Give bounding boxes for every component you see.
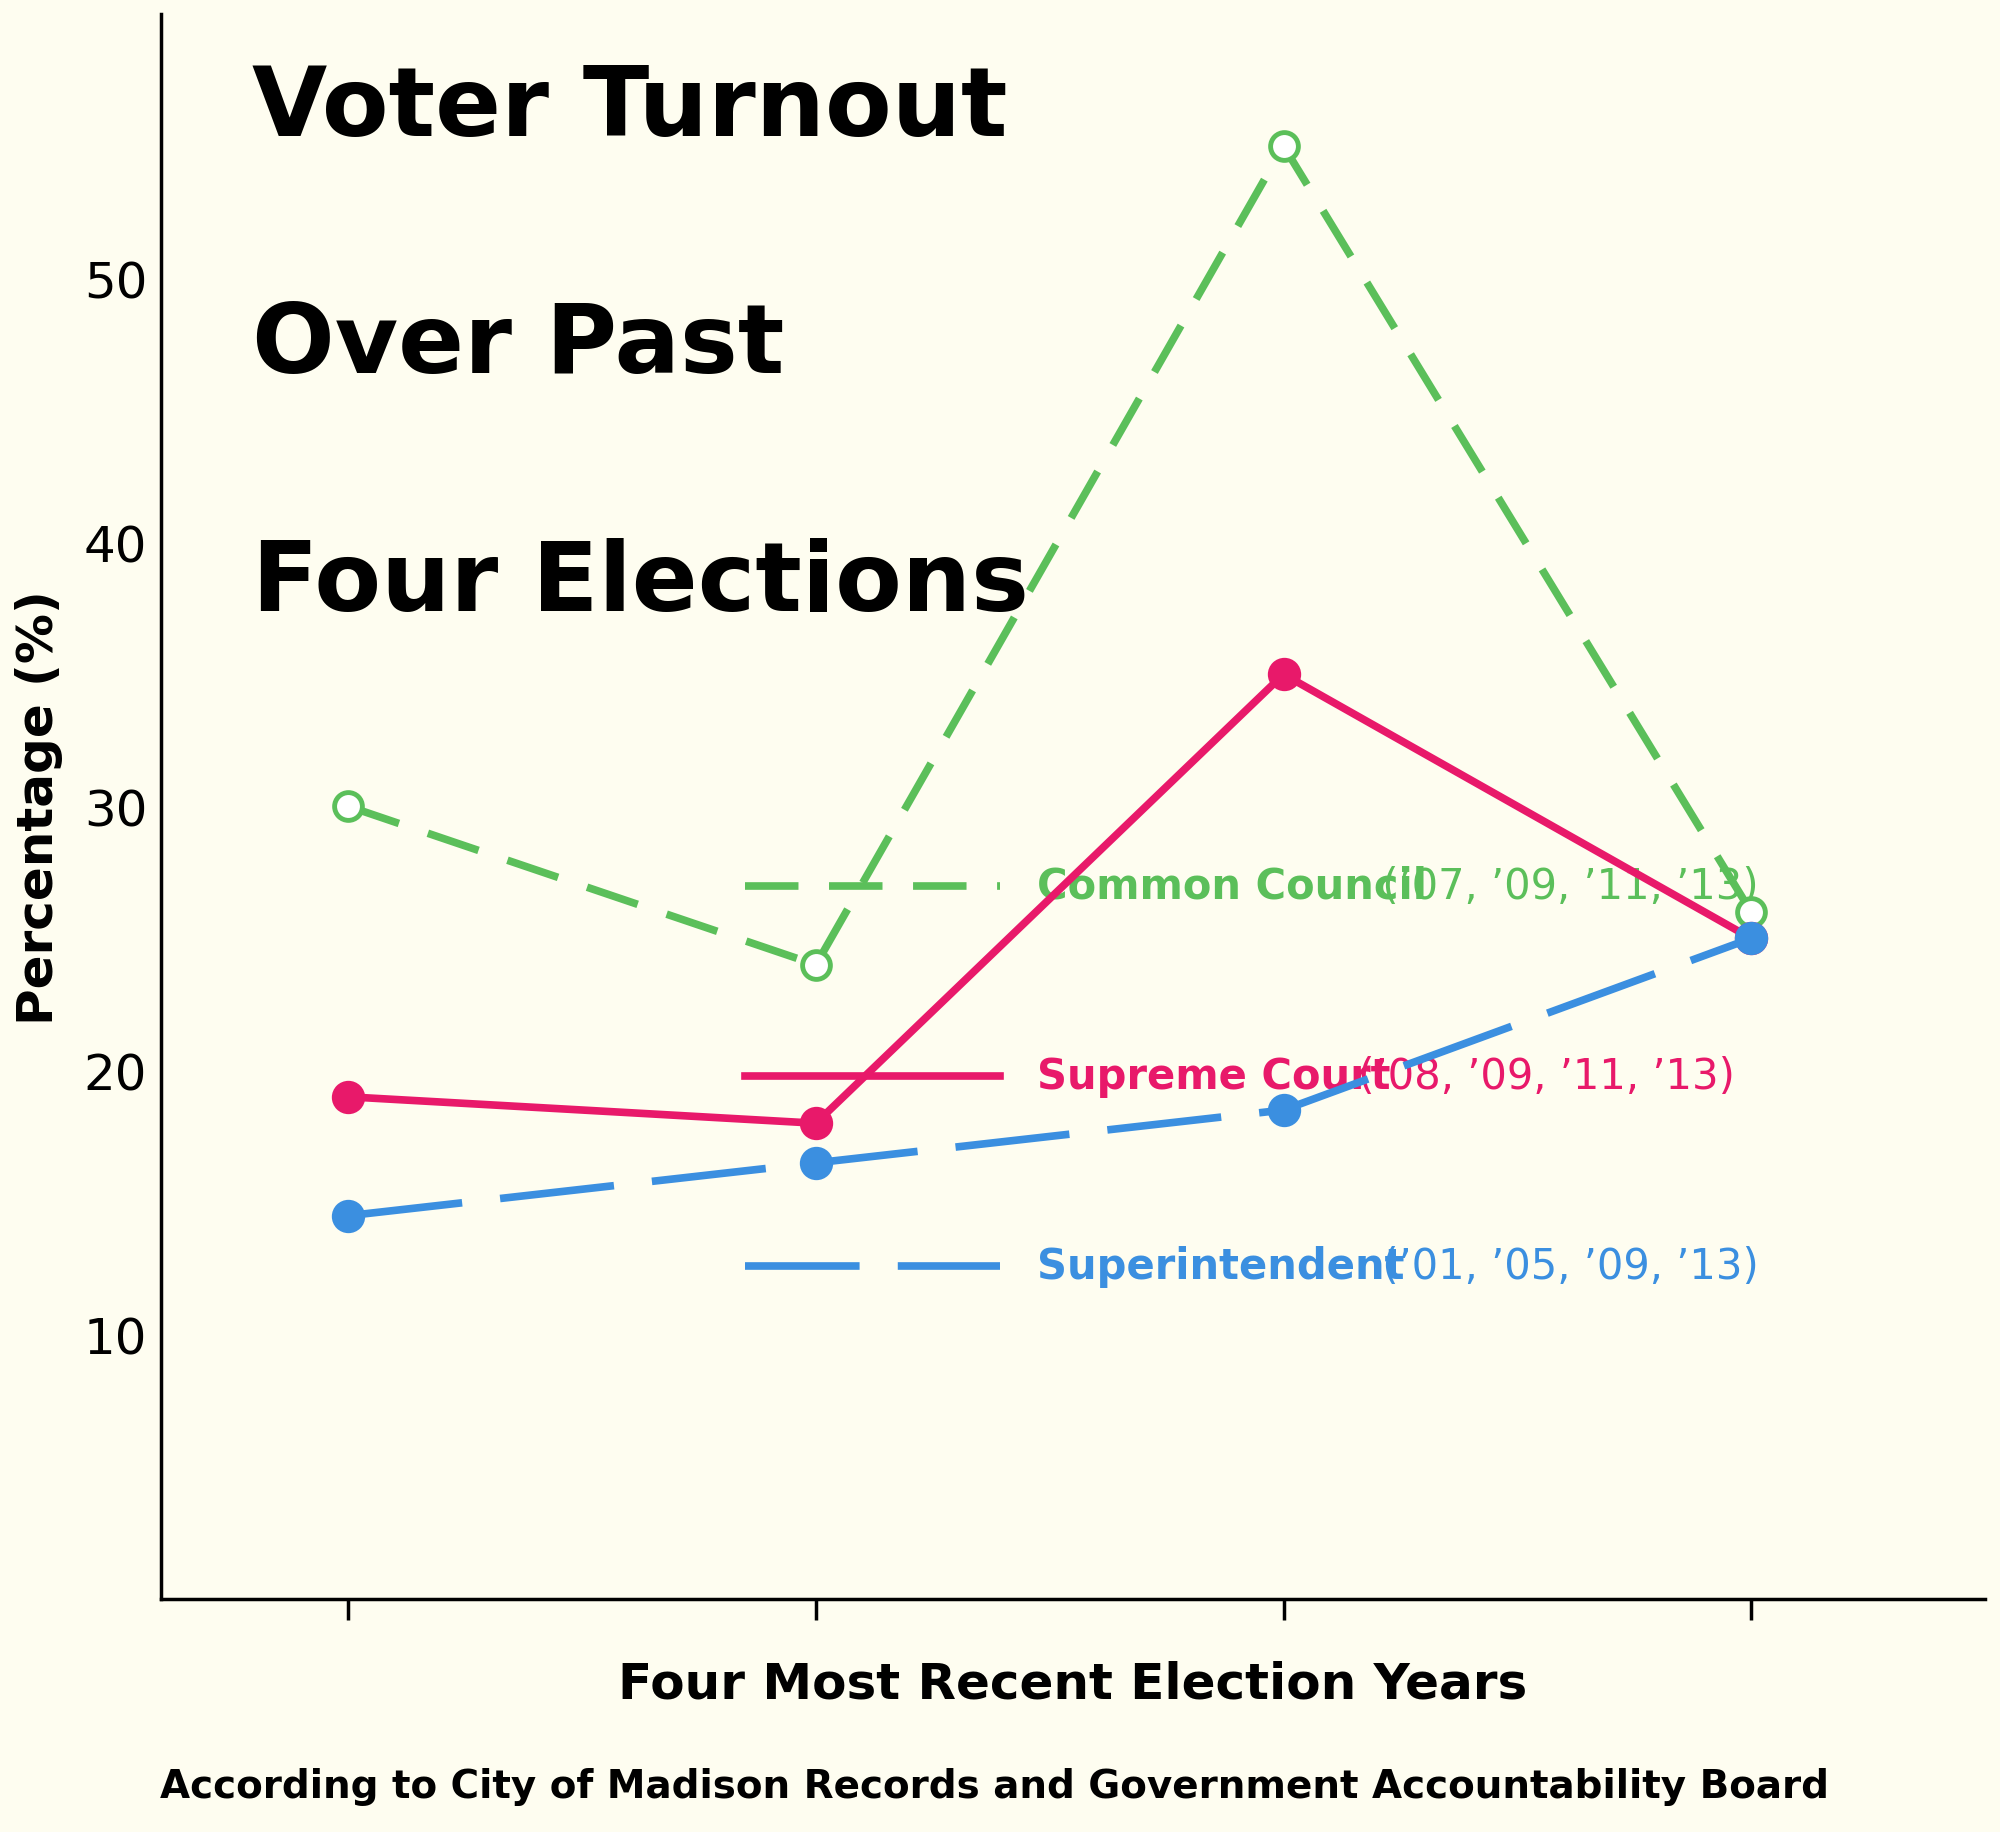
Text: Over Past: Over Past	[252, 300, 784, 394]
Y-axis label: Percentage (%): Percentage (%)	[16, 590, 64, 1024]
X-axis label: Four Most Recent Election Years: Four Most Recent Election Years	[618, 1660, 1528, 1707]
Text: (’08, ’09, ’11, ’13): (’08, ’09, ’11, ’13)	[1344, 1055, 1734, 1097]
Text: (’07, ’09, ’11, ’13): (’07, ’09, ’11, ’13)	[1368, 865, 1758, 907]
Text: (’01, ’05, ’09, ’13): (’01, ’05, ’09, ’13)	[1368, 1246, 1758, 1288]
Text: According to City of Madison Records and Government Accountability Board: According to City of Madison Records and…	[160, 1766, 1828, 1805]
Text: Superintendent: Superintendent	[1036, 1246, 1404, 1288]
Text: Common Council: Common Council	[1036, 865, 1426, 907]
Text: Supreme Court: Supreme Court	[1036, 1055, 1390, 1097]
Text: Voter Turnout: Voter Turnout	[252, 62, 1008, 156]
Text: Four Elections: Four Elections	[252, 537, 1030, 630]
